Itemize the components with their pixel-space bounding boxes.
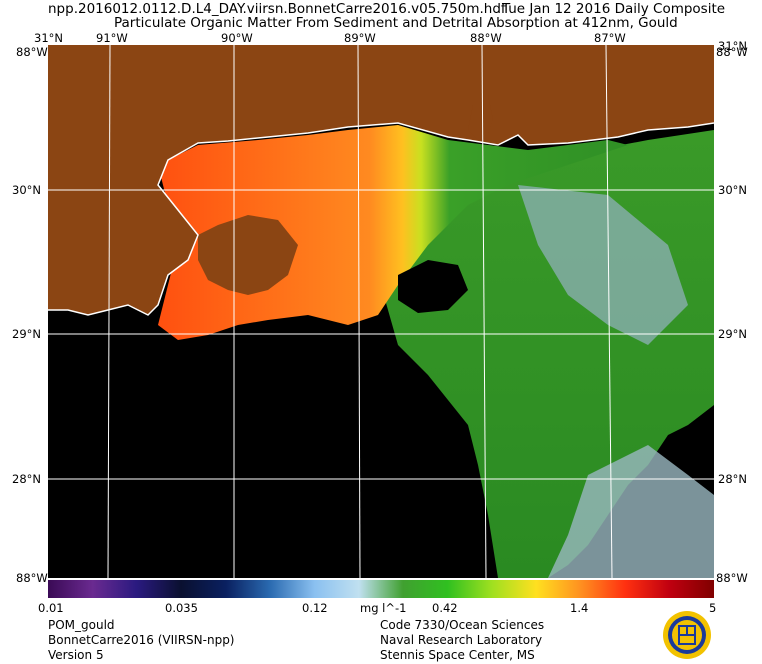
top-label-87w: 87°W [594, 31, 626, 45]
left-label-30n: 30°N [12, 183, 41, 197]
colorbar-tick-1: 0.035 [165, 601, 198, 615]
corner-label-top-left: 88°W [16, 45, 48, 59]
graticule [48, 45, 714, 578]
footer-location: Stennis Space Center, MS [380, 648, 535, 662]
date-title: Tue Jan 12 2016 Daily Composite [502, 1, 726, 17]
footer-version: Version 5 [48, 648, 104, 662]
satellite-map [48, 45, 714, 578]
filename-title: npp.2016012.0112.D.L4_DAY.viirsn.BonnetC… [48, 1, 506, 17]
left-label-29n: 29°N [12, 327, 41, 341]
right-label-30n: 30°N [718, 183, 747, 197]
cloud-patch [398, 260, 468, 313]
land-mass [48, 45, 714, 315]
top-label-88w: 88°W [470, 31, 502, 45]
meridian-line-2 [357, 45, 361, 578]
footer-lab: Naval Research Laboratory [380, 633, 543, 647]
colorbar-tick-3: 0.42 [432, 601, 458, 615]
coastline [48, 122, 714, 316]
top-label-89w: 89°W [344, 31, 376, 45]
nrl-seal-logo [663, 611, 711, 659]
top-label-90w: 90°W [221, 31, 253, 45]
turbid-nearshore-water [158, 125, 628, 340]
top-label-lat31-right: 31°N [718, 39, 747, 53]
corner-label-bottom-right: 88°W [716, 571, 748, 585]
mobile-bay-land [468, 95, 493, 140]
footer-code: Code 7330/Ocean Sciences [380, 618, 545, 632]
colorbar-ramp [48, 580, 714, 598]
right-label-29n: 29°N [718, 327, 747, 341]
right-label-28n: 28°N [718, 472, 747, 486]
footer-dataset: BonnetCarre2016 (VIIRSN-npp) [48, 633, 235, 647]
lightblue-patch-east [518, 185, 688, 345]
delta-land [198, 215, 298, 295]
corner-label-top-right: 88°W [716, 45, 748, 59]
colorbar-tick-0: 0.01 [38, 601, 64, 615]
colorbar-tick-2: 0.12 [302, 601, 328, 615]
colorbar [48, 580, 714, 598]
footer-product-name: POM_gould [48, 618, 115, 632]
colorbar-tick-5: 5 [709, 601, 717, 615]
corner-label-bottom-left: 88°W [16, 571, 48, 585]
colorbar-unit: mg l^-1 [360, 601, 407, 615]
meridian-line-3 [481, 45, 487, 578]
left-label-28n: 28°N [12, 472, 41, 486]
colorbar-tick-4: 1.4 [570, 601, 589, 615]
product-title: Particulate Organic Matter From Sediment… [114, 15, 678, 31]
top-label-lat31: 31°N [34, 31, 63, 45]
meridian-line-4 [605, 45, 613, 578]
lightblue-patch-south [548, 445, 714, 578]
meridian-line-0 [107, 45, 111, 578]
top-label-91w: 91°W [96, 31, 128, 45]
